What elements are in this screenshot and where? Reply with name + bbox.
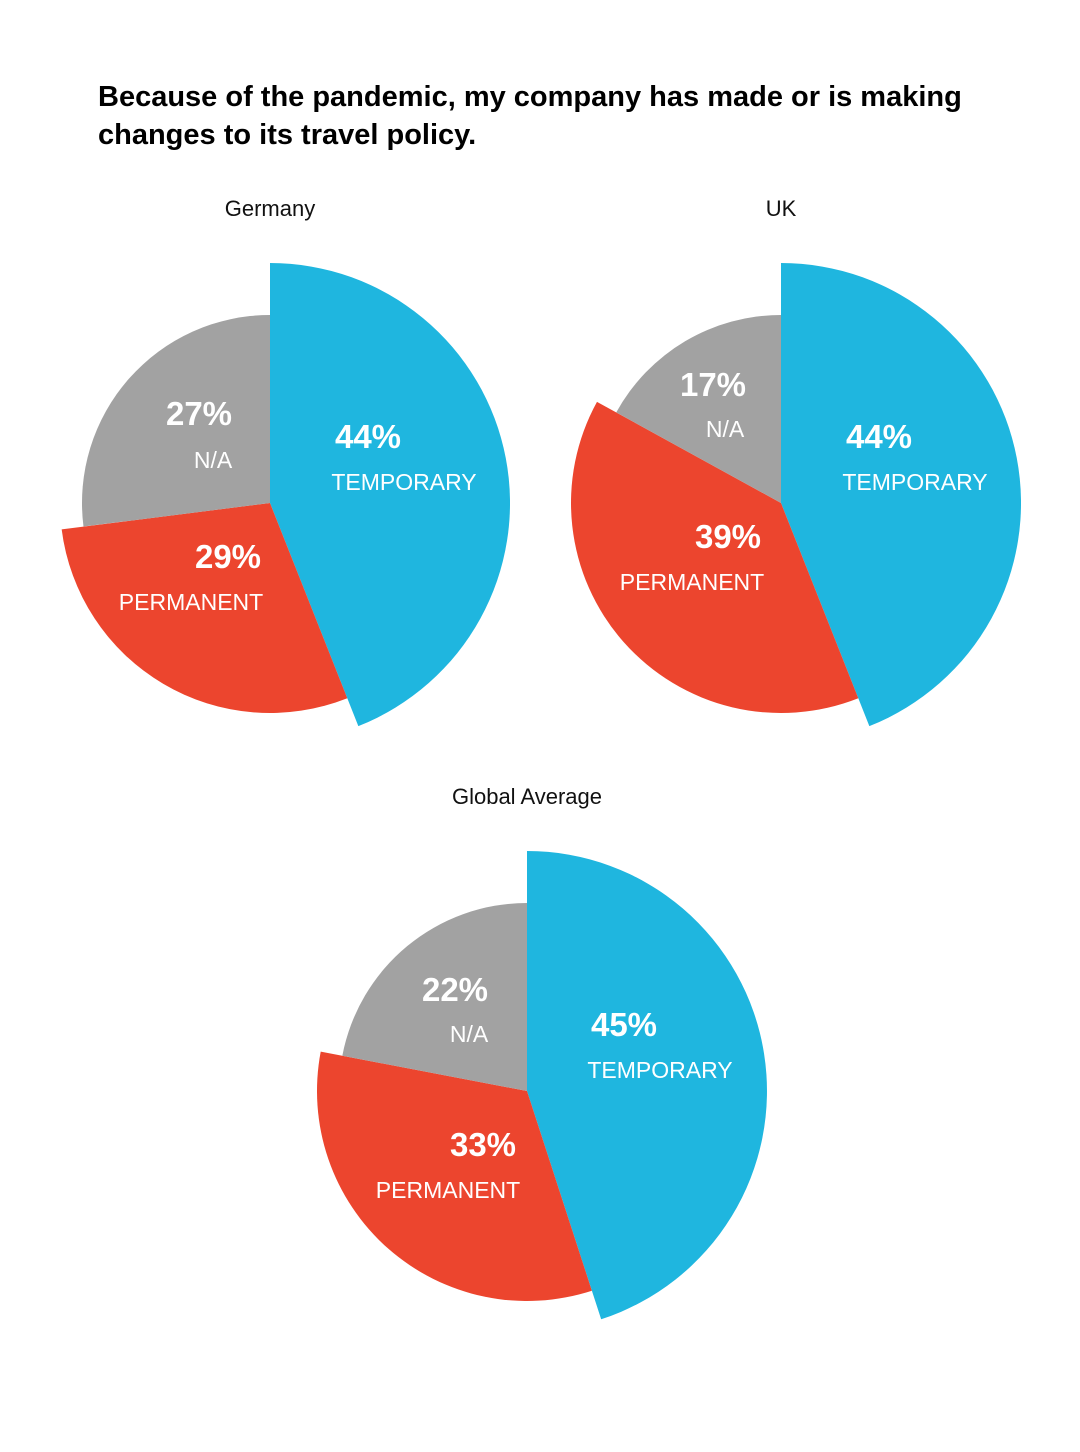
pie-slice-permanent bbox=[571, 401, 859, 713]
slice-category-label-na: N/A bbox=[194, 447, 233, 473]
chart-title: UK bbox=[766, 196, 797, 221]
pie-slice-temporary bbox=[781, 263, 1022, 727]
slice-value-label-permanent: 39% bbox=[695, 518, 761, 555]
slice-category-label-permanent: PERMANENT bbox=[620, 569, 764, 595]
slice-value-label-temporary: 44% bbox=[335, 418, 401, 455]
slice-value-label-na: 27% bbox=[166, 395, 232, 432]
pie-slice-temporary bbox=[270, 263, 511, 727]
chart-title: Germany bbox=[225, 196, 315, 221]
pie-chart-2: Global Average 45% TEMPORARY 33% PERMANENT 22… bbox=[317, 784, 767, 1320]
pie-chart-1: UK 44% TEMPORARY 39% PERMANENT 17% N/A bbox=[571, 196, 1022, 727]
pie-chart-0: Germany 44% TEMPORARY 29% PERMANENT 27% N/A bbox=[61, 196, 511, 727]
slice-value-label-permanent: 33% bbox=[450, 1126, 516, 1163]
slice-value-label-na: 17% bbox=[680, 366, 746, 403]
pie-slice-temporary bbox=[527, 851, 767, 1320]
slice-category-label-permanent: PERMANENT bbox=[119, 589, 263, 615]
pie-slice-na bbox=[81, 315, 271, 527]
pie-slice-na bbox=[616, 315, 781, 503]
pie-slice-permanent bbox=[317, 1051, 592, 1301]
slice-category-label-temporary: TEMPORARY bbox=[587, 1057, 732, 1083]
slice-category-label-permanent: PERMANENT bbox=[376, 1177, 520, 1203]
slice-category-label-temporary: TEMPORARY bbox=[842, 469, 987, 495]
slice-category-label-na: N/A bbox=[706, 416, 745, 442]
chart-title: Global Average bbox=[452, 784, 602, 809]
slice-value-label-permanent: 29% bbox=[195, 538, 261, 575]
slice-category-label-na: N/A bbox=[450, 1021, 489, 1047]
page-title: Because of the pandemic, my company has … bbox=[98, 81, 962, 151]
slice-value-label-temporary: 45% bbox=[591, 1006, 657, 1043]
slice-value-label-temporary: 44% bbox=[846, 418, 912, 455]
slice-value-label-na: 22% bbox=[422, 971, 488, 1008]
pie-slice-na bbox=[342, 903, 527, 1091]
pie-slice-permanent bbox=[61, 503, 348, 713]
slice-category-label-temporary: TEMPORARY bbox=[331, 469, 476, 495]
